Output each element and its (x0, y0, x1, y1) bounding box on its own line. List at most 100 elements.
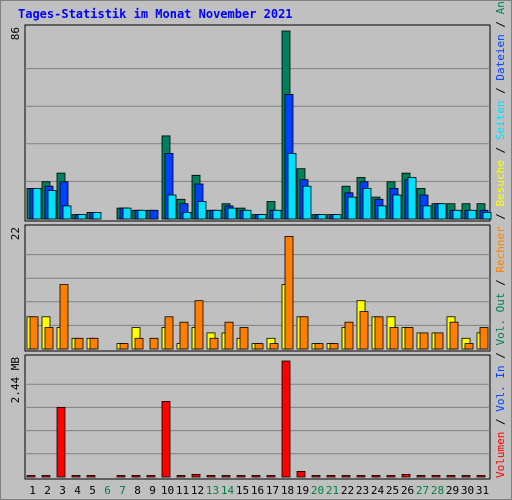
bar-rechner-day-12 (194, 300, 204, 350)
panel-3-plot-area (24, 354, 491, 480)
bar-rechner-day-30 (464, 343, 474, 350)
x-tick-label-day-29: 29 (446, 484, 459, 497)
panel-2-plot-area (24, 224, 491, 352)
legend-entry-dateien: Dateien (494, 34, 507, 80)
bar-volumen-day-2 (41, 475, 51, 478)
bar-volumen-day-12 (191, 473, 201, 478)
bar-volumen-day-1 (26, 475, 36, 478)
bar-volumen-day-10 (161, 400, 171, 478)
legend-entry-volumen: Volumen (494, 432, 507, 478)
panel-3: 2.44 MB (9, 354, 491, 480)
bar-seiten-day-17 (272, 209, 282, 220)
bar-seiten-day-5 (92, 211, 102, 220)
x-tick-label-day-10: 10 (161, 484, 174, 497)
bar-rechner-day-15 (239, 327, 249, 350)
bar-volumen-day-14 (221, 475, 231, 478)
bar-volumen-day-17 (266, 475, 276, 478)
bar-rechner-day-5 (89, 337, 99, 350)
bar-volumen-day-27 (416, 475, 426, 478)
bar-rechner-day-23 (359, 311, 369, 350)
x-tick-label-day-24: 24 (371, 484, 385, 497)
panel-1-max-label: 86 (9, 27, 22, 40)
bar-seiten-day-7 (122, 207, 132, 220)
x-tick-label-day-30: 30 (461, 484, 474, 497)
bar-rechner-day-11 (179, 321, 189, 350)
bar-seiten-day-14 (227, 207, 237, 220)
x-tick-label-day-27: 27 (416, 484, 429, 497)
x-tick-label-day-12: 12 (191, 484, 204, 497)
legend-entry-besuche: Besuche (494, 160, 507, 206)
bar-seiten-day-2 (47, 190, 57, 220)
bar-volumen-day-29 (446, 475, 456, 478)
bar-volumen-day-5 (86, 475, 96, 478)
bar-rechner-day-2 (44, 327, 54, 350)
x-tick-label-day-3: 3 (59, 484, 66, 497)
chart-title: Tages-Statistik im Monat November 2021 (18, 7, 293, 21)
bar-rechner-day-3 (59, 284, 69, 350)
bar-seiten-day-19 (302, 185, 312, 220)
bar-seiten-day-22 (347, 196, 357, 220)
bar-volumen-day-25 (386, 475, 396, 478)
legend-entry-anfragen: Anfragen (494, 0, 507, 14)
bar-seiten-day-27 (422, 205, 432, 220)
bar-rechner-day-8 (134, 337, 144, 350)
x-tick-label-day-9: 9 (149, 484, 156, 497)
bar-rechner-day-1 (29, 316, 39, 350)
bar-rechner-day-26 (404, 327, 414, 350)
bar-seiten-day-1 (32, 187, 42, 220)
legend: Volumen / Vol. In / Vol. Out / Rechner /… (494, 0, 507, 478)
legend-separator: / (494, 346, 507, 366)
bar-seiten-day-8 (137, 209, 147, 220)
bar-rechner-day-18 (284, 235, 294, 350)
bar-volumen-day-18 (281, 360, 291, 478)
bar-volumen-day-26 (401, 473, 411, 478)
bar-seiten-day-28 (437, 203, 447, 220)
bar-seiten-day-30 (467, 209, 477, 220)
bar-rechner-day-24 (374, 316, 384, 350)
bar-rechner-day-29 (449, 321, 459, 350)
x-tick-label-day-25: 25 (386, 484, 399, 497)
legend-separator: / (494, 412, 507, 432)
x-tick-label-day-11: 11 (176, 484, 189, 497)
legend-separator: / (494, 140, 507, 160)
bar-volumen-day-21 (326, 475, 336, 478)
bar-volumen-day-20 (311, 475, 321, 478)
x-tick-label-day-2: 2 (44, 484, 51, 497)
legend-entry-vol-out: Vol. Out (494, 293, 507, 346)
bar-seiten-day-15 (242, 209, 252, 220)
panel-1: 86 (9, 24, 492, 222)
x-tick-label-day-26: 26 (401, 484, 414, 497)
bar-rechner-day-7 (119, 343, 129, 350)
legend-separator: / (494, 14, 507, 34)
bar-seiten-day-26 (407, 177, 417, 220)
bar-volumen-day-31 (476, 475, 486, 478)
bar-volumen-day-3 (56, 406, 66, 478)
bar-seiten-day-29 (452, 209, 462, 220)
panel-2: 22 (9, 224, 491, 352)
bar-rechner-day-28 (434, 332, 444, 350)
bar-rechner-day-27 (419, 332, 429, 350)
bar-seiten-day-12 (197, 201, 207, 220)
x-tick-label-day-20: 20 (311, 484, 324, 497)
bar-volumen-day-9 (146, 475, 156, 478)
bar-seiten-day-18 (287, 152, 297, 220)
bar-rechner-day-17 (269, 343, 279, 350)
bar-volumen-day-24 (371, 475, 381, 478)
bar-volumen-day-19 (296, 470, 306, 478)
legend-entry-rechner: Rechner (494, 226, 507, 273)
bar-seiten-day-11 (182, 211, 192, 220)
bar-seiten-day-20 (317, 214, 327, 220)
bar-seiten-day-24 (377, 205, 387, 220)
panel-2-max-label: 22 (9, 227, 22, 240)
bar-rechner-day-14 (224, 321, 234, 350)
bar-volumen-day-11 (176, 475, 186, 478)
bar-volumen-day-28 (431, 475, 441, 478)
bar-rechner-day-19 (299, 316, 309, 350)
x-tick-label-day-14: 14 (221, 484, 235, 497)
legend-entry-vol-in: Vol. In (494, 365, 507, 411)
bar-seiten-day-4 (77, 214, 87, 220)
bar-seiten-day-16 (257, 214, 267, 220)
bar-rechner-day-31 (479, 327, 489, 350)
bar-seiten-day-10 (167, 194, 177, 220)
